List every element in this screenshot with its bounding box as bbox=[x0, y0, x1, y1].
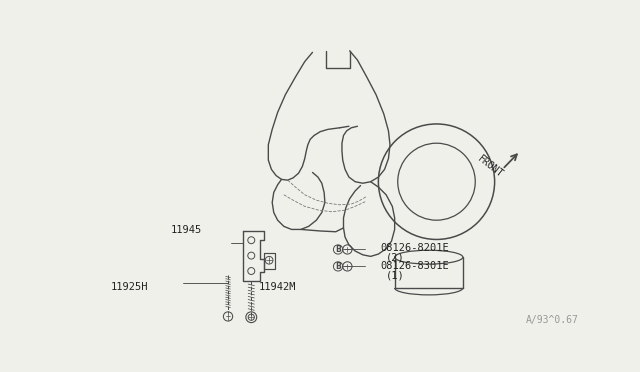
Text: (2): (2) bbox=[386, 252, 405, 262]
Text: 08126-8201E: 08126-8201E bbox=[381, 243, 449, 253]
Text: FRONT: FRONT bbox=[476, 153, 506, 179]
Text: A/93^0.67: A/93^0.67 bbox=[525, 315, 579, 326]
Text: B: B bbox=[335, 262, 341, 271]
Text: 11942M: 11942M bbox=[259, 282, 296, 292]
Text: 11945: 11945 bbox=[172, 225, 202, 235]
Text: B: B bbox=[335, 246, 341, 254]
Text: (1): (1) bbox=[386, 271, 405, 281]
Text: 08126-8301E: 08126-8301E bbox=[381, 262, 449, 272]
Text: 11925H: 11925H bbox=[111, 282, 148, 292]
